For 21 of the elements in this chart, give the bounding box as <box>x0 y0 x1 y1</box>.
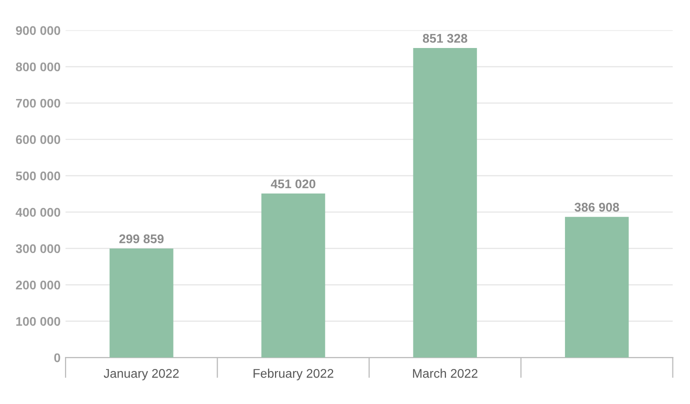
y-tick-label: 200 000 <box>16 280 60 290</box>
x-tick-label: February 2022 <box>254 368 334 380</box>
data-label: 299 859 <box>119 234 164 244</box>
bar <box>564 216 629 358</box>
y-tick-label: 700 000 <box>16 98 60 108</box>
y-tick-label: 600 000 <box>16 135 60 144</box>
y-tick-label: 900 000 <box>16 26 60 35</box>
y-tick-label: 0 <box>54 353 60 362</box>
y-tick-label: 400 000 <box>16 208 60 217</box>
x-tick-label: January 2022 <box>104 368 179 380</box>
y-tick-label: 800 000 <box>16 62 60 72</box>
y-tick-label: 300 000 <box>16 244 60 254</box>
x-tick-label: March 2022 <box>413 368 478 378</box>
data-label: 386 908 <box>574 202 620 212</box>
data-label: 851 328 <box>422 34 468 43</box>
bar <box>261 194 326 358</box>
y-tick-label: 500 000 <box>16 172 60 180</box>
bar <box>413 48 477 358</box>
y-tick-label: 100 000 <box>16 316 60 326</box>
data-label: 451 020 <box>270 179 316 188</box>
bar <box>110 248 174 358</box>
